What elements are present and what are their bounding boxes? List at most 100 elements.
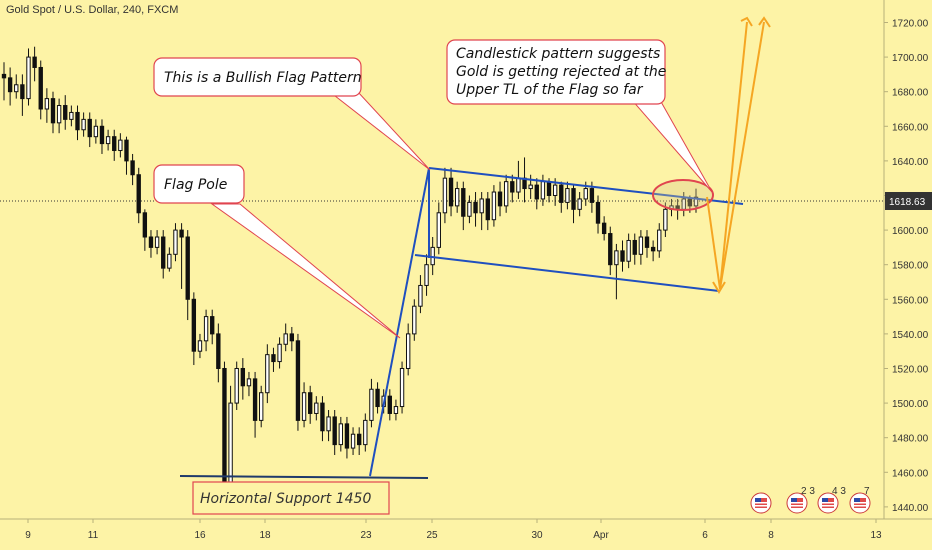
candle bbox=[69, 105, 74, 127]
candle bbox=[63, 95, 68, 130]
candle-body bbox=[118, 139, 123, 152]
candle-body bbox=[44, 98, 50, 110]
candle bbox=[161, 230, 166, 279]
candle-body bbox=[179, 229, 184, 238]
rejection-ellipse[interactable] bbox=[652, 179, 714, 211]
candle bbox=[638, 230, 644, 265]
candle-body bbox=[350, 433, 356, 449]
candle-body bbox=[197, 340, 203, 352]
candle bbox=[510, 174, 515, 203]
candle-body bbox=[650, 246, 656, 252]
time-axis: 9 11 16 18 23 25 30 Apr 6 8 13 bbox=[25, 519, 882, 541]
support-line[interactable] bbox=[179, 475, 429, 479]
candle bbox=[387, 389, 392, 421]
candle bbox=[75, 105, 80, 141]
event-badge[interactable]: 7 bbox=[849, 486, 871, 514]
candle-body bbox=[32, 56, 37, 68]
event-badge[interactable]: 2 3 bbox=[786, 486, 815, 514]
y-tick-label: 1700.00 bbox=[892, 53, 929, 64]
candle bbox=[222, 361, 227, 490]
candle-body bbox=[105, 136, 111, 145]
callout-horizontal-support[interactable]: Horizontal Support 1450 bbox=[192, 481, 390, 515]
candle-body bbox=[583, 188, 588, 200]
candle-body bbox=[246, 378, 252, 387]
candle bbox=[130, 153, 135, 186]
x-tick-label: 23 bbox=[360, 530, 372, 541]
candle-body bbox=[56, 105, 62, 124]
candle bbox=[32, 46, 37, 82]
candle bbox=[657, 223, 662, 258]
candle bbox=[326, 410, 331, 442]
candle bbox=[491, 185, 497, 227]
callout-bullish-flag[interactable]: This is a Bullish Flag Pattern bbox=[153, 57, 362, 97]
candle-body bbox=[344, 423, 350, 449]
candle bbox=[308, 385, 313, 424]
candle bbox=[454, 181, 460, 213]
candle-body bbox=[589, 188, 595, 203]
candle-body bbox=[222, 367, 227, 484]
y-tick-label: 1520.00 bbox=[892, 364, 929, 375]
callout-candlestick-line-1: Candlestick pattern suggests bbox=[456, 46, 660, 62]
candle bbox=[644, 230, 650, 258]
candle-body bbox=[38, 66, 43, 110]
candle-body bbox=[436, 212, 441, 248]
candle bbox=[405, 323, 411, 376]
candle-body bbox=[387, 395, 392, 414]
candle-body bbox=[320, 402, 325, 432]
event-badge[interactable] bbox=[750, 492, 772, 514]
candle-body bbox=[136, 174, 141, 214]
candle bbox=[338, 416, 343, 452]
x-tick-label: 6 bbox=[702, 530, 708, 541]
candle bbox=[7, 67, 13, 106]
candle-body bbox=[418, 284, 423, 307]
candle-body bbox=[259, 392, 264, 421]
candle bbox=[185, 230, 190, 321]
candle bbox=[461, 181, 466, 231]
candle bbox=[503, 174, 509, 213]
flag-upper-trendline[interactable] bbox=[428, 167, 744, 205]
candle bbox=[301, 382, 307, 428]
candle-body bbox=[571, 188, 576, 210]
candle-body bbox=[534, 184, 539, 200]
candle bbox=[473, 192, 478, 227]
flag-canton bbox=[791, 498, 797, 503]
candle-body bbox=[363, 419, 368, 446]
candle-body bbox=[63, 105, 68, 120]
candle bbox=[1, 62, 7, 101]
candle-body bbox=[663, 208, 668, 231]
y-tick-label: 1640.00 bbox=[892, 157, 929, 168]
candle-body bbox=[203, 316, 209, 342]
candle-body bbox=[503, 181, 509, 207]
candle bbox=[197, 333, 203, 359]
event-badge[interactable]: 4 3 bbox=[817, 486, 846, 514]
candle bbox=[216, 323, 221, 383]
candle bbox=[363, 413, 368, 452]
callout-candlestick[interactable]: Candlestick pattern suggests Gold is get… bbox=[446, 39, 666, 105]
candle-body bbox=[473, 201, 478, 214]
candle-body bbox=[326, 416, 331, 432]
flag-lower-trendline[interactable] bbox=[414, 254, 720, 292]
candle bbox=[448, 167, 454, 217]
candle-body bbox=[595, 201, 601, 224]
candle-body bbox=[657, 229, 662, 252]
candle-body bbox=[399, 367, 405, 408]
candle bbox=[601, 216, 607, 241]
candle-body bbox=[454, 188, 460, 207]
candle-body bbox=[69, 111, 74, 120]
y-tick-label: 1560.00 bbox=[892, 295, 929, 306]
callout-candlestick-line-2: Gold is getting rejected at the bbox=[456, 64, 666, 80]
price-axis: 1440.00 1460.00 1480.00 1500.00 1520.00 1540.… bbox=[884, 18, 929, 514]
y-tick-label: 1720.00 bbox=[892, 18, 929, 29]
projection-path-2[interactable] bbox=[719, 21, 765, 290]
y-tick-label: 1680.00 bbox=[892, 88, 929, 99]
candle bbox=[38, 60, 43, 120]
candle-body bbox=[50, 98, 56, 124]
flag-pole-line[interactable] bbox=[369, 167, 430, 477]
flag-canton bbox=[822, 498, 828, 503]
callout-flag-pole[interactable]: Flag Pole bbox=[153, 164, 245, 204]
event-badges[interactable]: 2 3 4 3 7 bbox=[750, 486, 871, 514]
candle-body bbox=[283, 333, 288, 345]
projection-arrows[interactable] bbox=[706, 16, 771, 294]
flag-stripe-white bbox=[854, 502, 866, 504]
candle bbox=[442, 167, 448, 224]
